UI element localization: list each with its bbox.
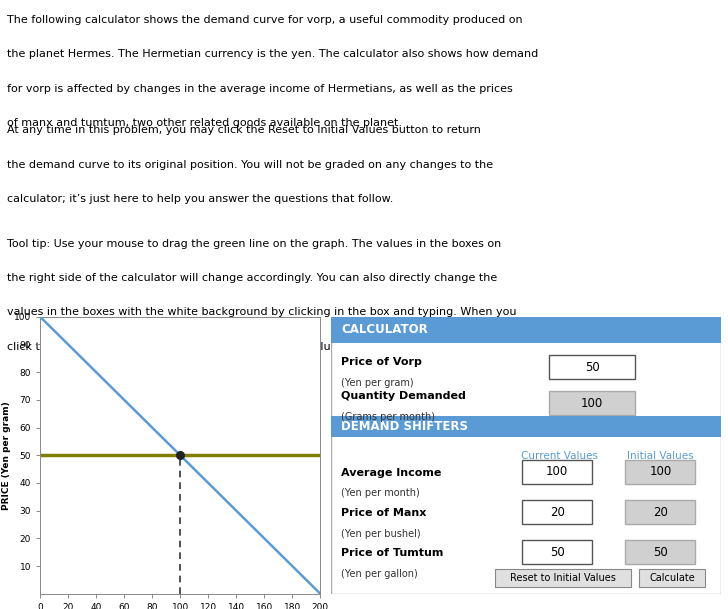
Text: for vorp is affected by changes in the average income of Hermetians, as well as : for vorp is affected by changes in the a… <box>7 83 513 94</box>
FancyBboxPatch shape <box>625 540 695 564</box>
Text: the right side of the calculator will change accordingly. You can also directly : the right side of the calculator will ch… <box>7 273 497 283</box>
Text: Price of Tumtum: Price of Tumtum <box>341 548 443 558</box>
FancyBboxPatch shape <box>550 392 635 415</box>
Text: Reset to Initial Values: Reset to Initial Values <box>510 573 616 583</box>
Text: 20: 20 <box>550 505 565 518</box>
Y-axis label: PRICE (Yen per gram): PRICE (Yen per gram) <box>2 401 11 510</box>
Text: (Yen per month): (Yen per month) <box>341 488 420 499</box>
FancyBboxPatch shape <box>625 500 695 524</box>
Text: (Yen per gram): (Yen per gram) <box>341 378 414 388</box>
Text: (Yen per gallon): (Yen per gallon) <box>341 569 418 579</box>
FancyBboxPatch shape <box>522 460 592 484</box>
Text: calculator; it’s just here to help you answer the questions that follow.: calculator; it’s just here to help you a… <box>7 194 394 204</box>
Text: Quantity Demanded: Quantity Demanded <box>341 392 466 401</box>
FancyBboxPatch shape <box>550 356 635 379</box>
Text: Price of Manx: Price of Manx <box>341 508 427 518</box>
Text: 50: 50 <box>550 546 564 558</box>
FancyBboxPatch shape <box>331 317 721 343</box>
Text: Current Values: Current Values <box>521 451 598 461</box>
Text: the demand curve to its original position. You will not be graded on any changes: the demand curve to its original positio… <box>7 160 494 170</box>
FancyBboxPatch shape <box>522 500 592 524</box>
Text: 100: 100 <box>546 465 569 478</box>
Text: 100: 100 <box>649 465 671 478</box>
Text: (Grams per month): (Grams per month) <box>341 412 435 422</box>
Text: 20: 20 <box>653 505 668 518</box>
FancyBboxPatch shape <box>331 317 721 594</box>
Text: Tool tip: Use your mouse to drag the green line on the graph. The values in the : Tool tip: Use your mouse to drag the gre… <box>7 239 502 249</box>
Text: values in the boxes with the white background by clicking in the box and typing.: values in the boxes with the white backg… <box>7 308 517 317</box>
Text: the planet Hermes. The Hermetian currency is the yen. The calculator also shows : the planet Hermes. The Hermetian currenc… <box>7 49 539 59</box>
Text: click the Calculate button, the graph and any related values will change accordi: click the Calculate button, the graph an… <box>7 342 480 352</box>
Text: 50: 50 <box>653 546 668 558</box>
FancyBboxPatch shape <box>331 417 721 437</box>
FancyBboxPatch shape <box>495 569 631 587</box>
Text: Average Income: Average Income <box>341 468 441 477</box>
Text: (Yen per bushel): (Yen per bushel) <box>341 529 421 538</box>
Text: The following calculator shows the demand curve for vorp, a useful commodity pro: The following calculator shows the deman… <box>7 15 523 25</box>
FancyBboxPatch shape <box>625 460 695 484</box>
Text: CALCULATOR: CALCULATOR <box>341 323 428 336</box>
Text: Calculate: Calculate <box>649 573 695 583</box>
Text: 50: 50 <box>585 361 600 374</box>
Text: of manx and tumtum, two other related goods available on the planet.: of manx and tumtum, two other related go… <box>7 118 403 128</box>
Text: Price of Vorp: Price of Vorp <box>341 357 422 367</box>
FancyBboxPatch shape <box>639 569 705 587</box>
Text: DEMAND SHIFTERS: DEMAND SHIFTERS <box>341 420 468 434</box>
Text: Initial Values: Initial Values <box>627 451 694 461</box>
Text: At any time in this problem, you may click the Reset to Initial Values button to: At any time in this problem, you may cli… <box>7 125 481 135</box>
Text: 100: 100 <box>581 397 604 410</box>
FancyBboxPatch shape <box>522 540 592 564</box>
